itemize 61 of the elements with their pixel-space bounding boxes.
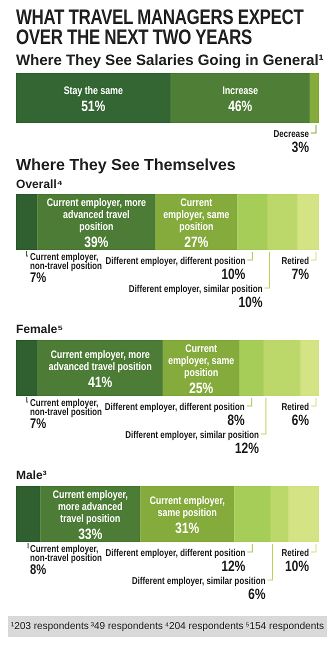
data-label: 10%	[238, 294, 262, 310]
data-label: 33%	[78, 526, 102, 542]
series-label: Current employer, non-travel position	[30, 397, 102, 418]
data-label: 3%	[292, 138, 309, 156]
series-label: Different employer, different position	[105, 255, 246, 266]
data-label: 12%	[221, 558, 246, 574]
series-label: Current employer, same position	[168, 343, 235, 380]
data-label: 39%	[84, 234, 108, 250]
chart-subtitle: Where They See Salaries Going in General¹	[16, 52, 325, 69]
series-label: Current employer, more advanced travel position	[46, 197, 146, 234]
data-label: 6%	[292, 412, 309, 428]
text: ⁴204 respondents	[164, 621, 244, 632]
text: Different employer, similar position	[125, 429, 259, 440]
series-label: Current employer, more advanced travel position	[52, 489, 128, 526]
text: Different employer, similar position	[132, 575, 266, 586]
series-label: Current employer, same position	[163, 197, 230, 234]
bar	[288, 486, 319, 542]
data-label: 51%	[81, 98, 106, 114]
text: ⁵154 respondents	[245, 621, 324, 632]
data-label: 7%	[30, 270, 46, 286]
chart-title: Female⁵	[16, 321, 64, 338]
series-label: Current employer, same position	[150, 495, 226, 520]
series-label: Retired	[281, 547, 309, 558]
data-label: 7%	[292, 266, 309, 282]
bar	[264, 340, 301, 396]
series-label: Stay the same	[64, 85, 124, 98]
series-label: Retired	[281, 255, 309, 266]
bar	[300, 340, 319, 396]
series-label: Increase	[222, 85, 258, 98]
data-label: 8%	[227, 412, 245, 428]
data-label: 41%	[88, 374, 112, 390]
data-label: 10%	[284, 558, 309, 574]
chart-title: WHAT TRAVEL MANAGERS EXPECT OVER THE NEXT TWO YEARS	[16, 6, 305, 49]
text: Different employer, similar position	[128, 283, 262, 294]
bar	[234, 486, 271, 542]
chart-title: Male³	[16, 467, 48, 484]
data-label: 12%	[234, 440, 259, 456]
data-label: 8%	[30, 562, 46, 578]
bar	[239, 340, 264, 396]
series-label: Current employer, more advanced travel position	[48, 349, 152, 374]
data-label: 10%	[221, 266, 246, 282]
series-label: Decrease	[273, 128, 309, 140]
bar	[267, 194, 298, 250]
series-label: Different employer, different position	[105, 547, 246, 558]
data-label: 6%	[248, 586, 266, 602]
series-label: Retired	[281, 401, 309, 412]
bar	[237, 194, 268, 250]
text: ³49 respondents	[90, 621, 163, 632]
data-label: 7%	[30, 416, 46, 432]
series-label: Current employer, non-travel position	[30, 251, 102, 272]
series-label: Different employer, different position	[104, 401, 245, 412]
bar	[270, 486, 289, 542]
chart-title: Where They See Themselves	[16, 157, 237, 175]
chart-subtitle: Overall⁴	[16, 177, 64, 191]
data-label: 25%	[189, 380, 214, 396]
data-label: 46%	[228, 98, 252, 114]
series-label: Current employer, non-travel position	[30, 543, 102, 564]
data-label: 27%	[184, 234, 208, 250]
text: ¹203 respondents	[10, 621, 89, 632]
bar	[298, 194, 319, 250]
data-label: 31%	[175, 520, 200, 536]
